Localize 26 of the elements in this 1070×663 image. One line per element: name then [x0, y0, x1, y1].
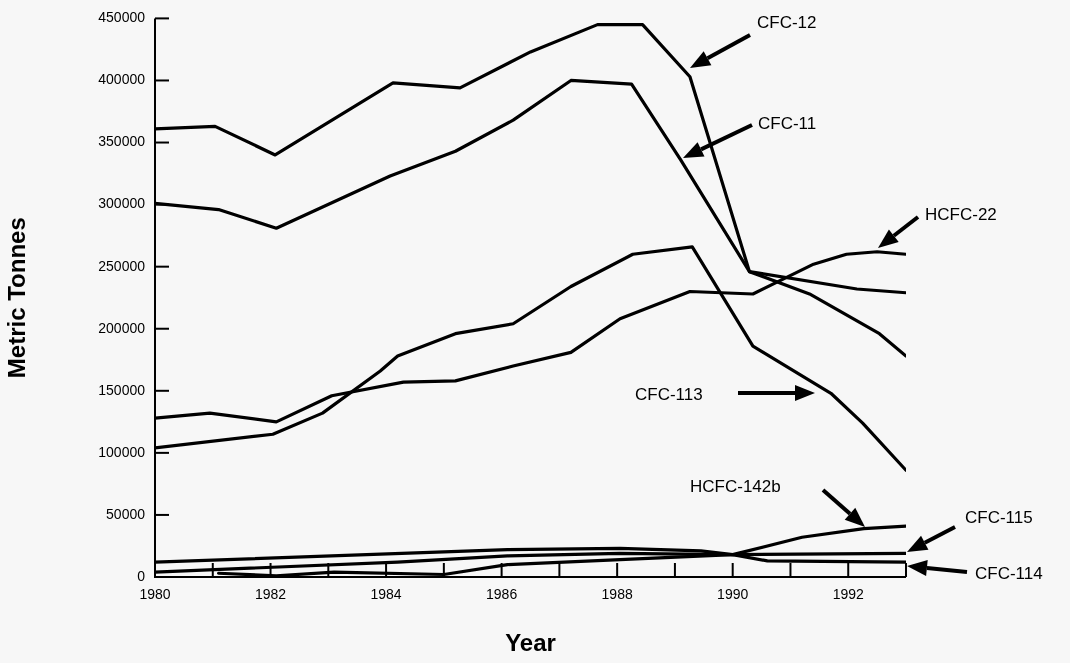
y-tick-label: 50000	[106, 505, 146, 522]
y-tick-label: 300000	[98, 195, 146, 212]
annotation: CFC-113	[635, 385, 703, 405]
y-tick-label: 150000	[98, 381, 146, 398]
y-tick-label: 250000	[98, 257, 146, 274]
annotation: CFC-11	[758, 114, 817, 134]
x-tick-label: 1992	[832, 586, 865, 603]
x-tick-label: 1984	[370, 586, 402, 603]
x-tick-label: 1982	[254, 586, 287, 603]
y-tick-label: 0	[137, 567, 146, 584]
annotation: CFC-12	[757, 13, 817, 33]
text: HCFC-22	[925, 205, 997, 225]
x-tick-label: 1980	[139, 586, 171, 603]
y-tick-label: 350000	[98, 133, 146, 150]
text: CFC-115	[965, 508, 1033, 528]
y-axis-title: Metric Tonnes	[3, 217, 31, 379]
x-tick-label: 1988	[601, 586, 633, 603]
x-axis-title: Year	[505, 629, 556, 657]
y-tick-label: 450000	[98, 9, 146, 26]
y-tick-label: 400000	[98, 71, 146, 88]
x-tick-label: 1986	[486, 586, 518, 603]
y-tick-label: 200000	[98, 319, 146, 336]
y-tick-label: 100000	[98, 443, 146, 460]
annotation: HCFC-142b	[690, 477, 781, 497]
x-tick-label: 1990	[717, 586, 749, 603]
text: CFC-114	[975, 564, 1043, 584]
